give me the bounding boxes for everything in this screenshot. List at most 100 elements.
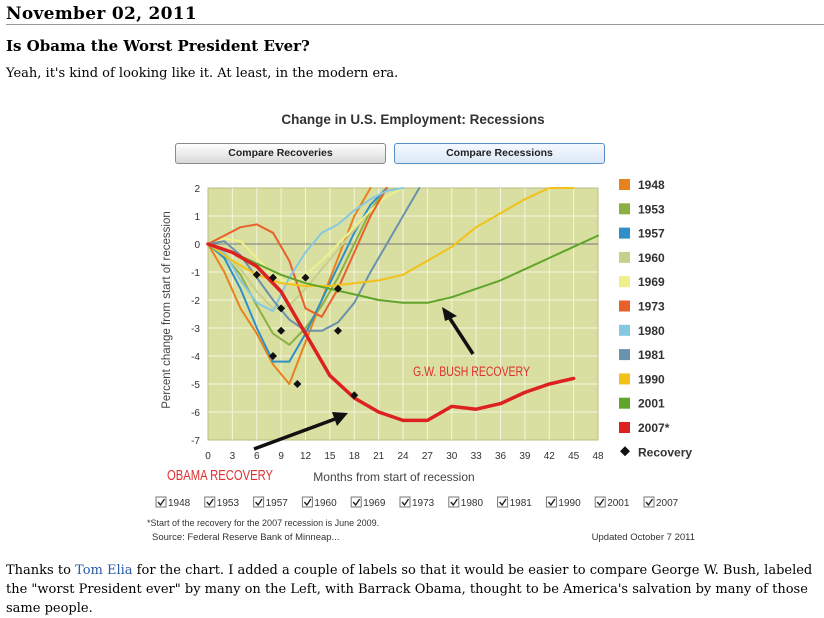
footnote: *Start of the recovery for the 2007 rece… [147,518,379,528]
post-intro: Yeah, it's kind of looking like it. At l… [6,66,399,81]
x-tick-labels: 0 3 6 9 12 15 18 21 24 27 30 33 36 39 42 45 48 [205,451,604,462]
checkmark-icon [450,498,458,507]
y-tick-label: -4 [191,352,200,363]
y-tick-label: 1 [194,212,200,223]
recovery-marker-1948 [301,273,310,282]
checkmark-icon [401,498,410,507]
x-tick-label: 36 [495,451,507,462]
recovery-marker-1960 [277,304,286,313]
x-tick-label: 18 [349,451,361,462]
checkmark-icon [157,498,166,507]
checkbox-label-1973: 1973 [412,498,435,509]
x-tick-label: 6 [254,451,260,462]
x-tick-label: 39 [519,451,531,462]
checkbox-label-2001: 2001 [607,498,630,509]
obama-arrowhead [332,412,348,426]
legend-label-1948: 1948 [638,178,665,192]
legend-label-1981: 1981 [638,348,665,362]
checkbox-1969[interactable] [350,496,362,508]
recovery-marker-1980 [269,273,277,282]
obama-recovery-label: OBAMA RECOVERY [167,466,273,483]
y-tick-label: -6 [191,408,200,419]
recovery-marker-1953 [277,326,286,335]
checkbox-1980[interactable] [448,496,460,508]
x-tick-label: 27 [422,451,434,462]
legend-swatch-1980 [619,324,630,336]
legend: 1948 1953 1957 1960 1969 1973 1980 1981 1990 2001… [619,178,692,459]
legend-label-1969: 1969 [638,275,665,289]
checkbox-1973[interactable] [399,496,411,508]
checkmark-icon [206,498,214,507]
checkbox-1948[interactable] [155,496,167,508]
legend-label-1957: 1957 [638,227,665,241]
checkbox-1953[interactable] [204,496,216,508]
recovery-marker-1957 [269,352,277,360]
legend-label-1980: 1980 [638,324,665,338]
checkbox-1957[interactable] [253,496,265,508]
legend-label-2007: 2007* [638,421,670,435]
post-outro: Thanks to Tom Elia for the chart. I adde… [6,561,818,618]
y-tick-label: -7 [191,436,200,447]
checkbox-1960[interactable] [301,496,313,508]
legend-label-2001: 2001 [638,397,665,411]
x-tick-label: 24 [397,451,409,462]
y-axis-label: Percent change from start of recession [161,211,173,409]
x-tick-label: 30 [446,451,458,462]
y-tick-label: -3 [191,324,200,335]
y-tick-label: 2 [194,184,200,195]
checkbox-label-1957: 1957 [266,498,289,509]
checkbox-label-1953: 1953 [217,498,240,509]
post-date-header: November 02, 2011 [6,4,824,25]
outro-prefix: Thanks to [6,563,76,578]
recovery-marker-1969 [252,270,261,279]
y-tick-label: -5 [191,380,200,391]
series-line-2007 [206,242,576,423]
checkbox-label-1980: 1980 [461,498,484,509]
recovery-markers [252,270,359,400]
chart-title: Change in U.S. Employment: Recessions [281,112,544,127]
series-line-2001 [207,234,599,304]
checkbox-2007[interactable] [643,496,655,508]
post-title[interactable]: Is Obama the Worst President Ever? [6,37,310,55]
source-note: Source: Federal Reserve Bank of Minneap.… [152,532,339,543]
recovery-marker-1973 [293,380,302,388]
checkmark-icon [303,498,312,507]
legend-swatch-1953 [619,203,630,215]
x-tick-label: 0 [205,451,211,462]
checkbox-label-1969: 1969 [363,498,386,509]
x-tick-label: 45 [568,451,580,462]
checkbox-1981[interactable] [497,496,509,508]
bush-recovery-label: G.W. BUSH RECOVERY [413,364,530,380]
tom-elia-link[interactable]: Tom Elia [75,563,133,578]
legend-swatch-1973 [619,300,630,312]
checkmark-icon [547,498,556,507]
employment-chart: Change in U.S. Employment: Recessions 2 1… [147,112,695,543]
checkbox-1990[interactable] [545,496,557,508]
x-tick-label: 48 [592,451,604,462]
x-tick-label: 33 [471,451,483,462]
obama-arrow [253,417,336,451]
y-tick-label: -2 [191,296,200,307]
x-axis-label: Months from start of recession [313,470,474,484]
checkbox-2001[interactable] [594,496,606,508]
recovery-marker-1981 [334,326,342,335]
y-tick-label: -1 [191,268,200,279]
legend-swatch-1960 [619,251,630,263]
legend-swatch-1969 [619,276,630,288]
legend-swatch-1948 [619,179,630,190]
compare-recessions-button[interactable]: Compare Recessions [394,143,605,164]
checkbox-label-2007: 2007 [656,498,679,509]
legend-swatch-1981 [619,349,630,361]
y-tick-label: 0 [194,240,200,251]
checkmark-icon [352,498,361,507]
legend-recovery-marker [620,446,630,457]
checkbox-label-1981: 1981 [510,498,533,509]
legend-label-Recovery: Recovery [638,445,692,459]
x-tick-label: 42 [544,451,556,462]
x-tick-label: 12 [300,451,312,462]
checkbox-label-1960: 1960 [314,498,337,509]
legend-swatch-2001 [619,397,630,409]
compare-recoveries-button[interactable]: Compare Recoveries [175,143,386,164]
y-tick-labels: 2 1 0 -1 -2 -3 -4 -5 -6 -7 [191,184,200,447]
x-tick-label: 9 [278,451,284,462]
